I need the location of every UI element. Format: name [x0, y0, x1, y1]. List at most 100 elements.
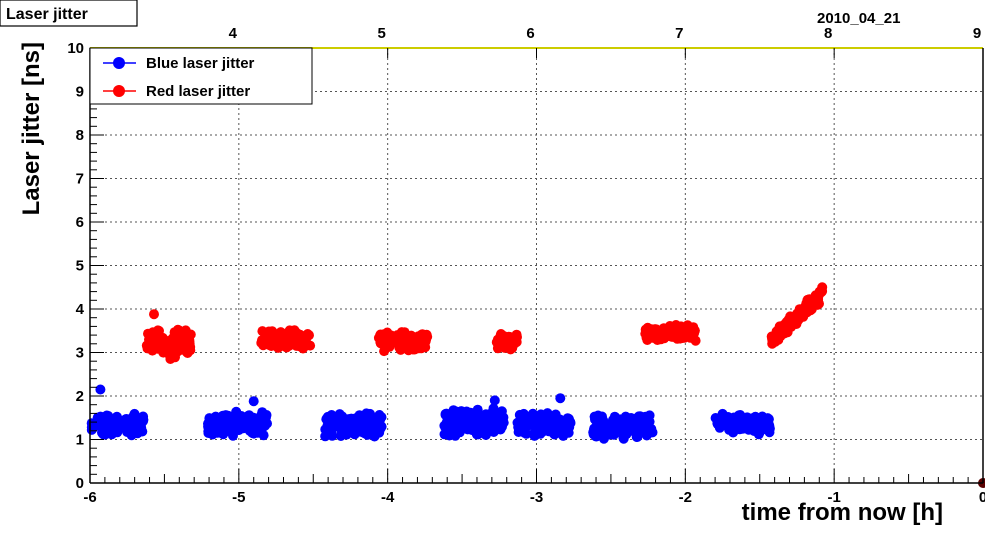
red-jitter-point — [148, 328, 159, 339]
blue-jitter-point — [472, 413, 483, 424]
blue-jitter-point — [488, 403, 499, 414]
red-jitter-point — [421, 329, 432, 340]
blue-jitter-point — [203, 426, 214, 437]
red-jitter-point — [149, 309, 159, 320]
red-jitter-point — [690, 335, 701, 346]
blue-jitter-point — [763, 421, 774, 432]
blue-jitter-point — [547, 417, 558, 428]
y-tick-label: 8 — [76, 127, 84, 144]
y-tick-label: 9 — [76, 84, 84, 101]
blue-jitter-point — [626, 423, 637, 434]
legend-box — [89, 47, 313, 105]
blue-jitter-point — [374, 415, 385, 425]
blue-jitter-point — [716, 414, 727, 425]
red-jitter-point — [802, 305, 813, 316]
x-tick-label: -3 — [530, 489, 543, 506]
blue-jitter-point — [130, 421, 141, 432]
red-jitter-point — [167, 333, 178, 344]
blue-jitter-point — [608, 429, 619, 440]
y-tick-label: 7 — [76, 171, 84, 188]
x-tick-label: -4 — [381, 489, 395, 506]
y-tick-label: 5 — [76, 258, 84, 275]
blue-jitter-point — [744, 421, 755, 432]
blue-jitter-point — [248, 396, 259, 407]
y-tick-label: 6 — [76, 214, 84, 231]
top-tick-label: 9 — [973, 25, 981, 42]
blue-jitter-point — [440, 410, 451, 420]
blue-jitter-point — [327, 417, 338, 428]
red-jitter-point — [161, 343, 172, 354]
red-jitter-point — [509, 338, 520, 349]
blue-jitter-point — [489, 395, 500, 406]
red-jitter-point — [267, 335, 278, 346]
x-tick-label: -5 — [232, 489, 245, 506]
blue-jitter-point — [226, 422, 237, 433]
red-jitter-point — [680, 328, 691, 338]
red-jitter-point — [766, 331, 777, 342]
red-jitter-point — [670, 324, 681, 335]
blue-jitter-point — [590, 414, 600, 425]
blue-jitter-point — [243, 410, 254, 421]
x-tick-label: -1 — [827, 489, 840, 506]
top-tick-label: 4 — [229, 25, 238, 42]
date-label: 2010_04_21 — [817, 10, 900, 27]
blue-jitter-point — [556, 421, 566, 431]
y-axis-title: Laser jitter [ns] — [18, 42, 45, 215]
blue-jitter-point — [514, 409, 525, 420]
red-jitter-point — [413, 331, 424, 342]
blue-jitter-point — [137, 415, 148, 426]
blue-jitter-point — [454, 427, 465, 438]
red-jitter-point — [651, 326, 662, 337]
blue-jitter-point — [100, 429, 111, 440]
red-jitter-point — [814, 288, 825, 299]
blue-jitter-point — [461, 406, 472, 417]
blue-jitter-point — [231, 406, 242, 417]
top-tick-label: 5 — [377, 25, 385, 42]
blue-jitter-point — [110, 423, 121, 434]
blue-jitter-point — [609, 420, 620, 431]
blue-jitter-point — [528, 419, 539, 430]
red-jitter-point — [498, 336, 509, 347]
red-jitter-point — [185, 329, 196, 340]
blue-jitter-point — [320, 424, 331, 435]
red-jitter-point — [794, 313, 805, 324]
x-tick-label: -6 — [83, 489, 96, 506]
blue-jitter-point — [365, 425, 376, 436]
blue-jitter-point — [480, 430, 491, 440]
x-tick-label: -2 — [679, 489, 692, 506]
blue-jitter-point — [550, 409, 561, 420]
chart-title: Laser jitter — [6, 6, 88, 23]
y-tick-label: 2 — [76, 388, 84, 405]
y-tick-label: 0 — [76, 475, 84, 492]
red-jitter-point — [782, 327, 793, 338]
red-jitter-point — [806, 295, 817, 306]
blue-jitter-point — [498, 412, 509, 423]
legend-marker-red — [113, 85, 125, 97]
red-jitter-point — [419, 338, 430, 349]
red-jitter-point — [398, 336, 409, 346]
red-jitter-point — [399, 327, 410, 338]
red-jitter-point — [177, 333, 188, 343]
red-jitter-point — [300, 340, 311, 351]
blue-jitter-point — [121, 414, 132, 424]
y-tick-label: 1 — [76, 432, 84, 449]
red-jitter-point — [273, 342, 284, 353]
red-jitter-point — [185, 345, 196, 356]
blue-jitter-point — [733, 415, 744, 426]
red-jitter-point — [291, 340, 302, 351]
red-jitter-point — [786, 317, 797, 328]
blue-jitter-point — [215, 422, 226, 433]
blue-jitter-point — [555, 393, 566, 404]
blue-jitter-point — [351, 414, 362, 425]
red-jitter-point — [380, 342, 391, 353]
blue-jitter-point — [103, 411, 114, 421]
red-jitter-point — [387, 337, 398, 348]
red-jitter-point — [285, 333, 296, 344]
title-box — [0, 0, 138, 27]
blue-jitter-point — [618, 431, 629, 442]
y-tick-label: 3 — [76, 345, 84, 362]
blue-jitter-point — [558, 430, 569, 441]
legend: Blue laser jitter Red laser jitter — [89, 47, 313, 105]
